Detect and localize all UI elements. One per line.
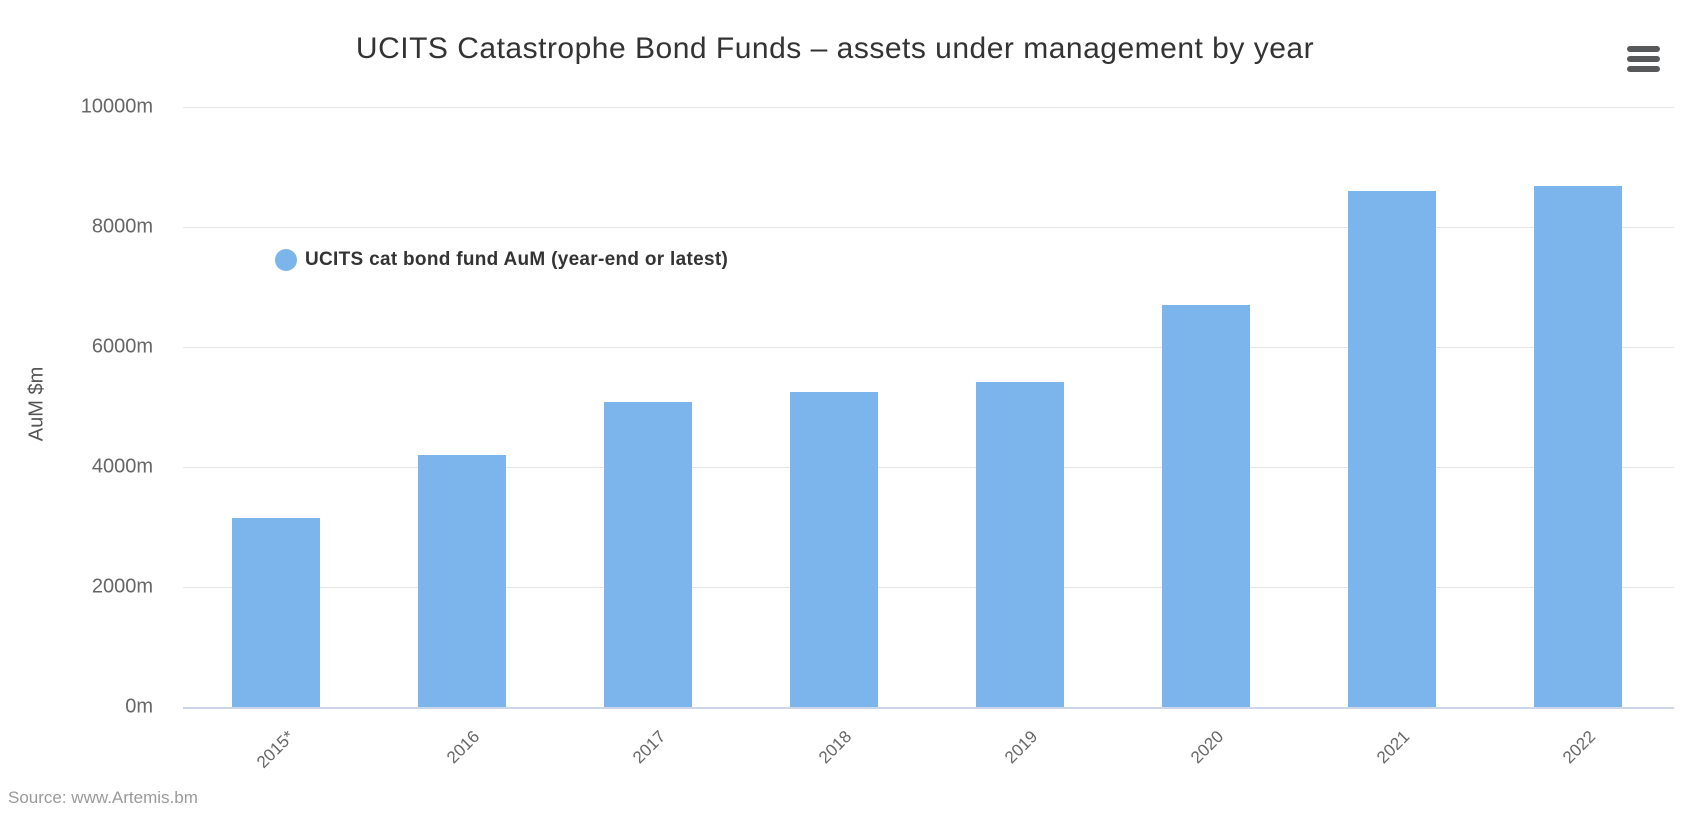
y-axis-tick-label: 2000m xyxy=(91,575,153,598)
legend-label: UCITS cat bond fund AuM (year-end or lat… xyxy=(305,249,729,270)
y-axis-tick-label: 8000m xyxy=(91,215,153,238)
chart-title: UCITS Catastrophe Bond Funds – assets un… xyxy=(355,32,1315,65)
x-axis-label: 2017 xyxy=(629,727,670,768)
bar-2016[interactable] xyxy=(418,455,506,707)
x-axis-label: 2022 xyxy=(1559,727,1600,768)
x-axis-label: 2020 xyxy=(1187,727,1228,768)
y-gridline xyxy=(183,107,1674,108)
x-axis-label: 2019 xyxy=(1001,727,1042,768)
export-menu-button[interactable] xyxy=(1627,41,1668,77)
hamburger-menu-icon xyxy=(1627,45,1660,53)
y-gridline xyxy=(183,587,1674,588)
y-axis-title: AuM $m xyxy=(25,366,48,442)
bar-2018[interactable] xyxy=(790,392,878,707)
bar-2017[interactable] xyxy=(604,402,692,707)
y-axis-tick-label: 4000m xyxy=(91,455,153,478)
bar-2021[interactable] xyxy=(1348,191,1436,707)
bar-2019[interactable] xyxy=(976,381,1064,707)
hamburger-menu-icon xyxy=(1627,55,1660,63)
x-axis-line xyxy=(183,707,1674,709)
legend-marker-icon xyxy=(275,249,297,271)
hamburger-menu-icon xyxy=(1627,65,1660,73)
source-credit: Source: www.Artemis.bm xyxy=(8,788,198,807)
bar-2015[interactable] xyxy=(232,518,320,707)
bar-2020[interactable] xyxy=(1162,305,1250,707)
x-axis-label: 2015* xyxy=(252,727,298,772)
bar-2022[interactable] xyxy=(1534,186,1622,707)
y-gridline xyxy=(183,347,1674,348)
y-gridline xyxy=(183,227,1674,228)
y-axis-tick-label: 10000m xyxy=(80,95,153,118)
x-axis-label: 2018 xyxy=(815,727,856,768)
y-axis-tick-label: 6000m xyxy=(91,335,153,358)
x-axis-label: 2016 xyxy=(443,727,484,768)
y-gridline xyxy=(183,467,1674,468)
legend-item[interactable]: UCITS cat bond fund AuM (year-end or lat… xyxy=(275,249,728,271)
x-axis-label: 2021 xyxy=(1373,727,1414,768)
y-axis-tick-label: 0m xyxy=(125,695,153,718)
